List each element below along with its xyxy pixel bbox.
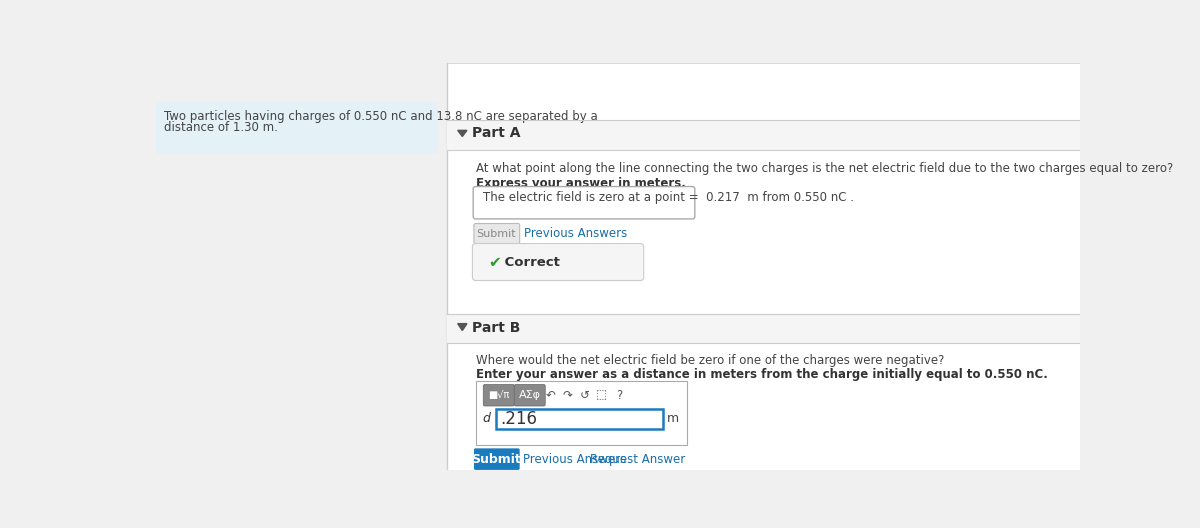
Text: .216: .216 [500,410,538,428]
FancyBboxPatch shape [446,314,1080,343]
Text: Previous Answers: Previous Answers [523,452,626,466]
Text: Part A: Part A [472,126,520,140]
FancyBboxPatch shape [156,102,438,154]
Text: m: m [667,412,679,425]
Text: At what point along the line connecting the two charges is the net electric fiel: At what point along the line connecting … [475,162,1172,175]
Text: Part B: Part B [472,321,520,335]
FancyBboxPatch shape [484,384,515,406]
Polygon shape [457,324,467,331]
Text: Request Answer: Request Answer [590,452,685,466]
Text: Two particles having charges of 0.550 nC and 13.8 nC are separated by a: Two particles having charges of 0.550 nC… [164,110,598,122]
Text: Correct: Correct [500,256,560,269]
Text: ■√π: ■√π [488,390,510,400]
FancyBboxPatch shape [473,186,695,219]
Text: The electric field is zero at a point =  0.217  m from 0.550 nC .: The electric field is zero at a point = … [484,191,854,204]
Text: ?: ? [616,389,622,402]
FancyBboxPatch shape [446,343,1080,470]
Text: Submit: Submit [472,452,521,466]
Text: ✔: ✔ [488,254,502,269]
Text: d =: d = [484,412,505,425]
Text: Enter your answer as a distance in meters from the charge initially equal to 0.5: Enter your answer as a distance in meter… [475,369,1048,381]
Text: ↶: ↶ [546,389,556,402]
FancyBboxPatch shape [446,63,1080,470]
Text: ↷: ↷ [563,389,572,402]
Text: ⬚: ⬚ [596,389,607,402]
Text: Submit: Submit [476,229,516,239]
Text: Express your answer in meters.: Express your answer in meters. [475,177,685,190]
FancyBboxPatch shape [515,384,545,406]
FancyBboxPatch shape [446,119,1080,150]
FancyBboxPatch shape [474,223,520,243]
Text: Previous Answers: Previous Answers [523,227,626,240]
FancyBboxPatch shape [475,381,688,445]
FancyBboxPatch shape [473,243,643,280]
Text: AΣφ: AΣφ [518,390,541,400]
Polygon shape [457,130,467,137]
Text: ↺: ↺ [580,389,589,402]
FancyBboxPatch shape [497,409,664,429]
Text: Where would the net electric field be zero if one of the charges were negative?: Where would the net electric field be ze… [475,354,944,367]
FancyBboxPatch shape [446,150,1080,327]
Text: distance of 1.30 m.: distance of 1.30 m. [164,121,278,134]
FancyBboxPatch shape [150,63,1080,470]
FancyBboxPatch shape [474,448,520,470]
